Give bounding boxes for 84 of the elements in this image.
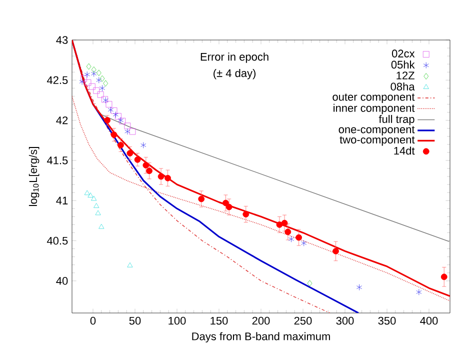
point	[110, 107, 118, 114]
point	[93, 87, 100, 94]
x-tick-label: 150	[210, 316, 228, 325]
point	[288, 236, 294, 242]
point	[97, 91, 104, 98]
point	[98, 224, 104, 229]
point	[91, 70, 97, 77]
point	[99, 84, 106, 92]
y-tick-label: 40	[56, 276, 68, 285]
legend-label: 02cx	[392, 50, 415, 58]
legend-label: two-component	[340, 136, 415, 146]
point	[127, 262, 133, 268]
y-tick-label: 41	[56, 196, 68, 204]
x-tick-label: 0	[90, 316, 96, 325]
point	[332, 248, 339, 254]
point	[106, 101, 112, 108]
legend-label: inner component	[334, 104, 415, 114]
legend-label: 08ha	[390, 82, 415, 91]
point	[242, 211, 250, 218]
x-tick-label: 50	[129, 316, 141, 325]
point	[129, 128, 136, 135]
point	[140, 142, 146, 148]
point	[134, 156, 141, 163]
point	[84, 71, 90, 78]
point	[100, 75, 105, 82]
y-axis-title: log$_{10}$L[erg/s]	[28, 147, 40, 206]
legend-label: outer component	[332, 94, 415, 103]
point	[91, 196, 97, 201]
point	[108, 106, 114, 114]
annotation: Error in epoch	[200, 52, 268, 63]
x-tick-label: 100	[168, 316, 186, 325]
point	[307, 280, 312, 286]
point	[440, 274, 448, 280]
point	[104, 117, 110, 124]
y-tick-label: 42.5	[46, 76, 68, 84]
y-tick-label: 42	[56, 116, 68, 124]
annotation: (± 4 day)	[214, 68, 256, 80]
point	[88, 83, 96, 90]
point	[198, 196, 205, 202]
point	[94, 203, 100, 208]
x-axis-title: Days from B-band maximum	[192, 332, 330, 342]
point	[80, 75, 87, 82]
legend-label: 12Z	[396, 72, 414, 80]
point	[158, 173, 164, 180]
legend-label: full trap	[378, 114, 414, 126]
point	[96, 70, 102, 76]
point	[124, 122, 131, 130]
point	[276, 221, 283, 228]
x-tick-label: 200	[252, 316, 270, 325]
x-tick-label: 350	[378, 316, 396, 325]
point	[164, 174, 171, 182]
x-tick-label: 400	[420, 316, 438, 325]
point	[301, 240, 307, 246]
point	[91, 66, 96, 73]
point	[126, 150, 134, 156]
point	[88, 192, 94, 198]
legend-label: 05hk	[391, 60, 415, 69]
point	[79, 78, 85, 85]
point	[115, 113, 122, 120]
point	[110, 132, 118, 138]
point	[356, 284, 362, 290]
point	[281, 220, 288, 226]
point	[284, 228, 292, 236]
y-tick-label: 43	[56, 36, 68, 44]
point	[84, 190, 90, 196]
y-tick-label: 40.5	[46, 236, 68, 245]
point	[296, 234, 302, 241]
point	[112, 111, 118, 118]
point	[86, 63, 92, 70]
legend-label: 14dt	[394, 146, 415, 155]
point	[416, 288, 422, 296]
point	[103, 80, 108, 87]
legend-label: one-component	[338, 126, 415, 136]
point	[96, 76, 102, 84]
point	[142, 162, 150, 168]
point	[95, 210, 101, 216]
y-tick-label: 41.5	[46, 156, 68, 164]
point	[84, 79, 92, 86]
x-tick-label: 250	[294, 316, 312, 325]
point	[118, 142, 124, 148]
point	[146, 168, 152, 174]
x-tick-label: 300	[336, 316, 354, 325]
point	[124, 128, 130, 135]
line-series	[72, 40, 450, 297]
